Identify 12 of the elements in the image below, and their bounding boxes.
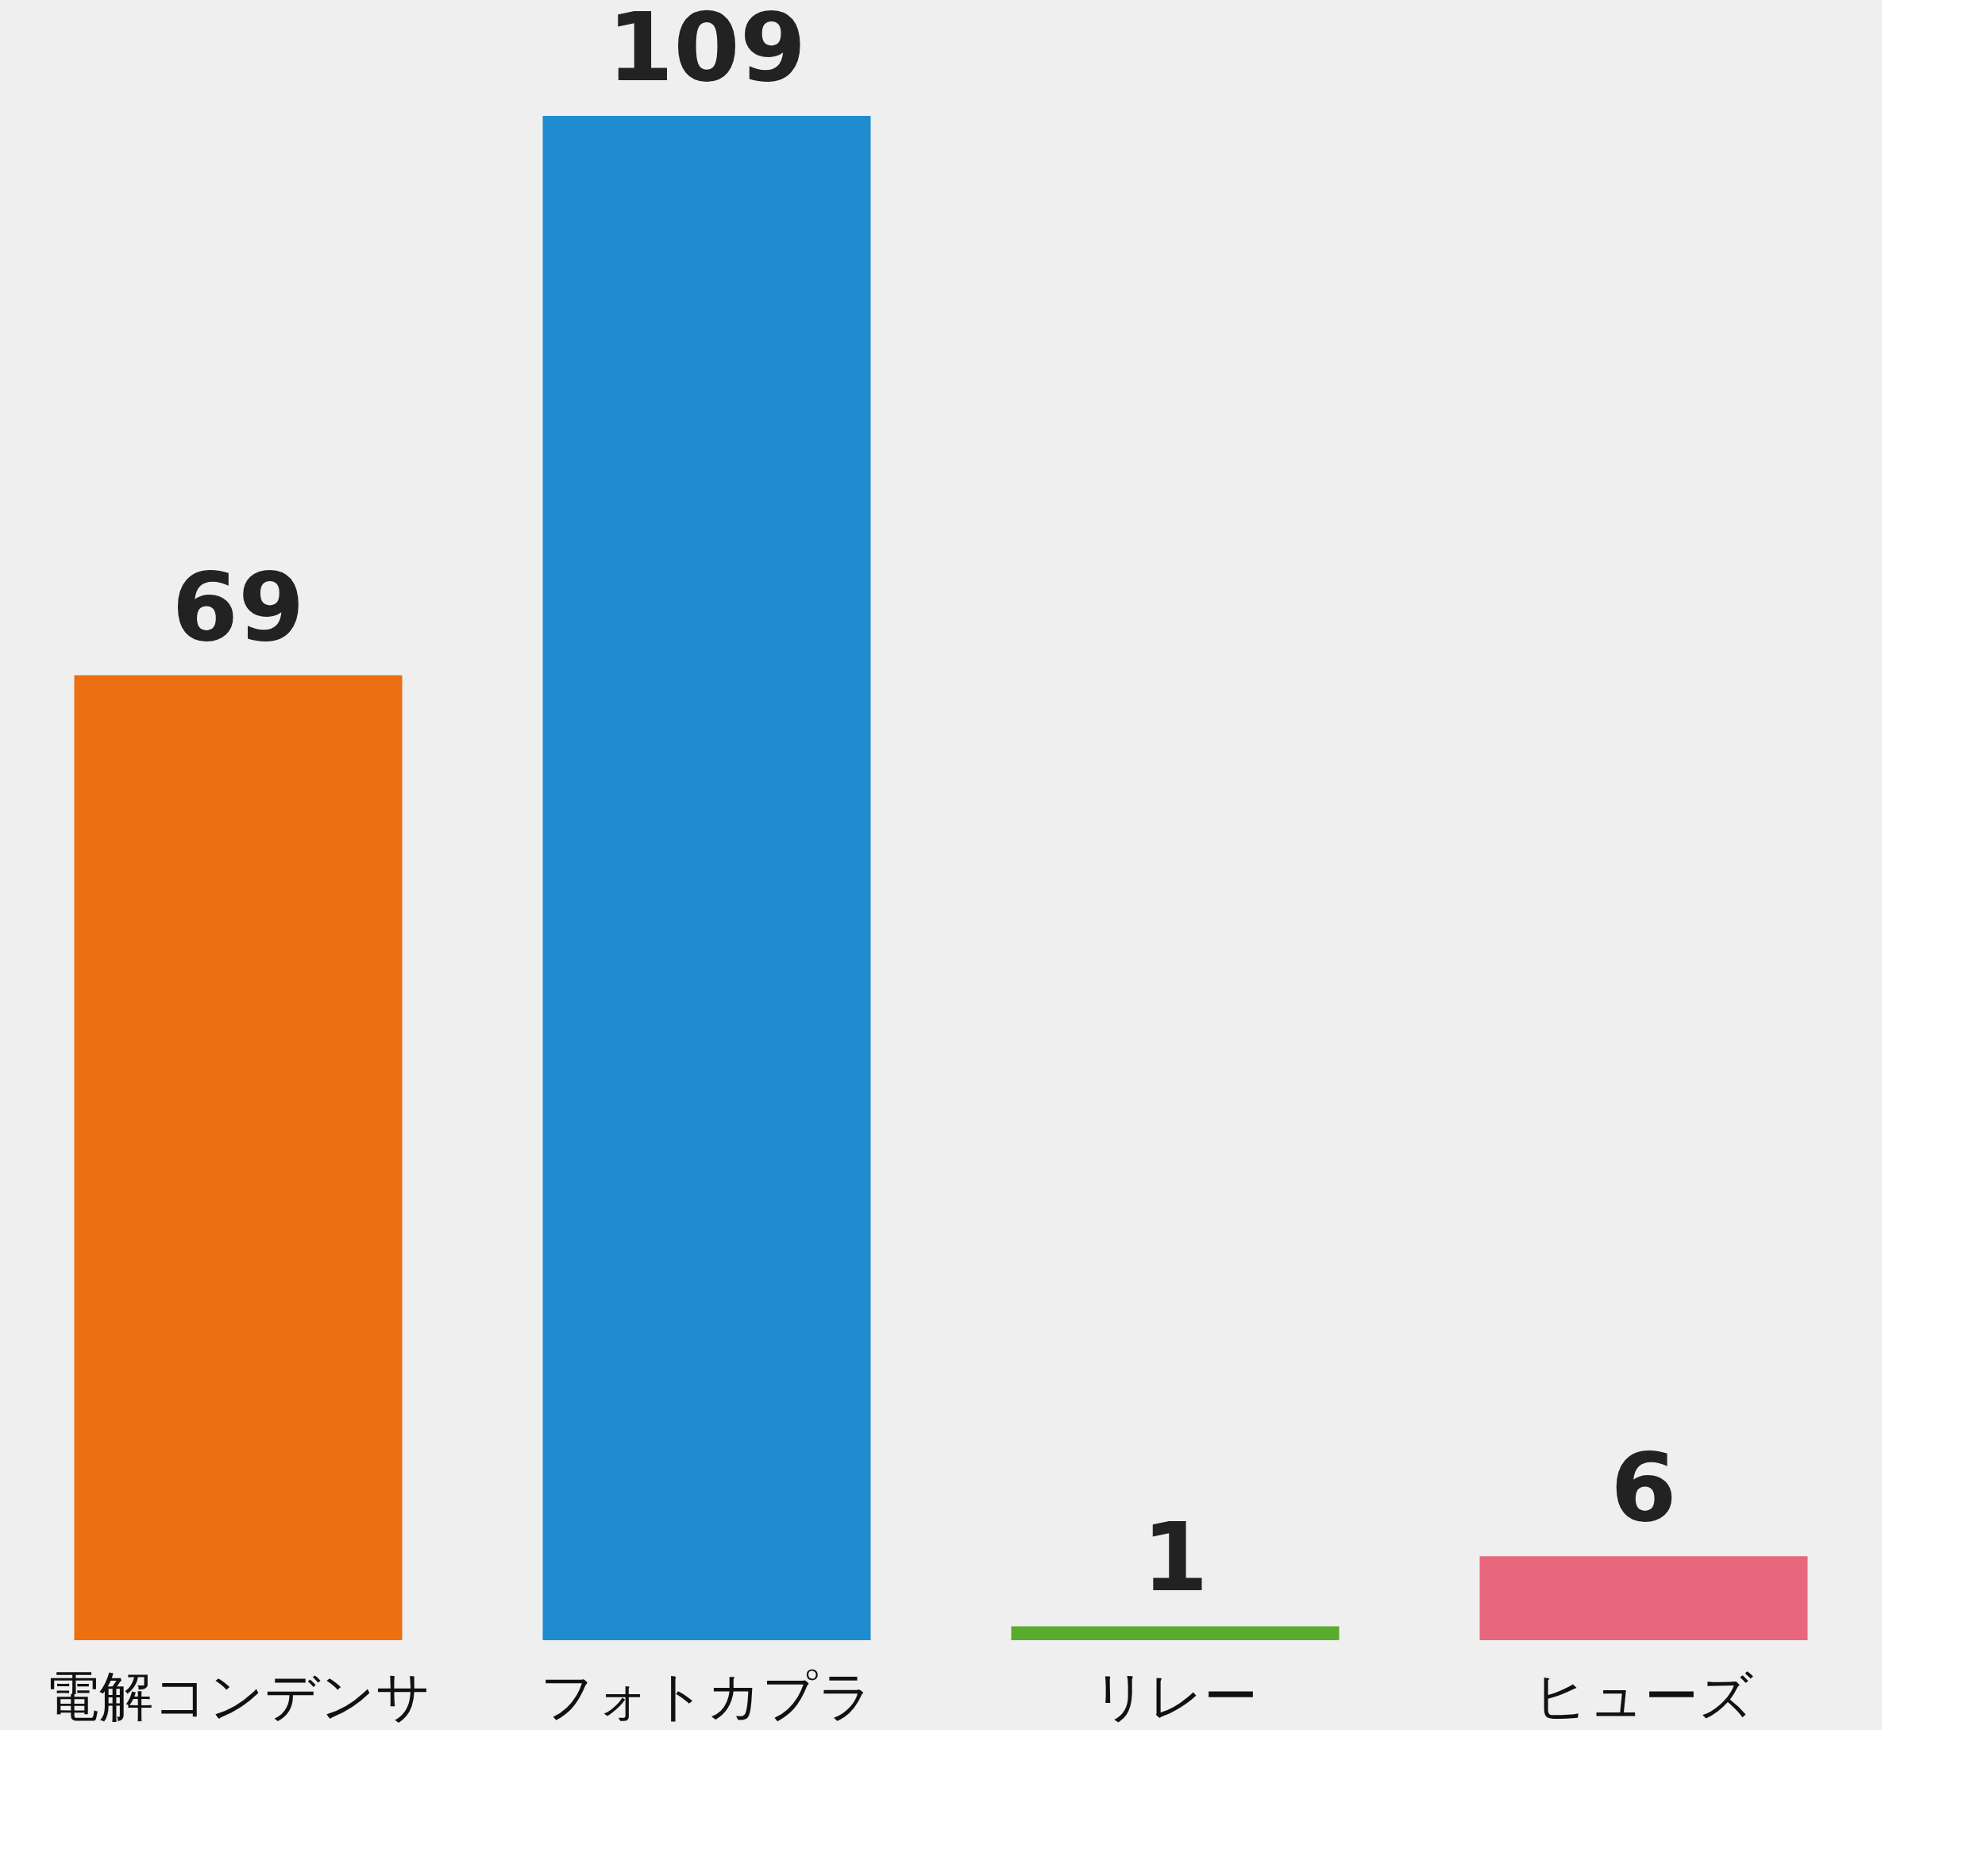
x-tick-label: フォトカプラ <box>540 1665 873 1728</box>
x-tick-label: 電解コンデンサ <box>45 1665 431 1728</box>
data-label: 109 <box>607 0 807 102</box>
bar <box>74 675 403 1640</box>
bar <box>1479 1556 1808 1640</box>
data-label: 6 <box>1610 1432 1677 1543</box>
bar <box>542 116 871 1640</box>
x-tick-label: リレー <box>1093 1665 1258 1728</box>
data-label: 69 <box>172 551 305 662</box>
data-label: 1 <box>1142 1502 1209 1613</box>
x-tick-label: ヒューズ <box>1533 1665 1754 1728</box>
bar <box>1011 1626 1340 1640</box>
